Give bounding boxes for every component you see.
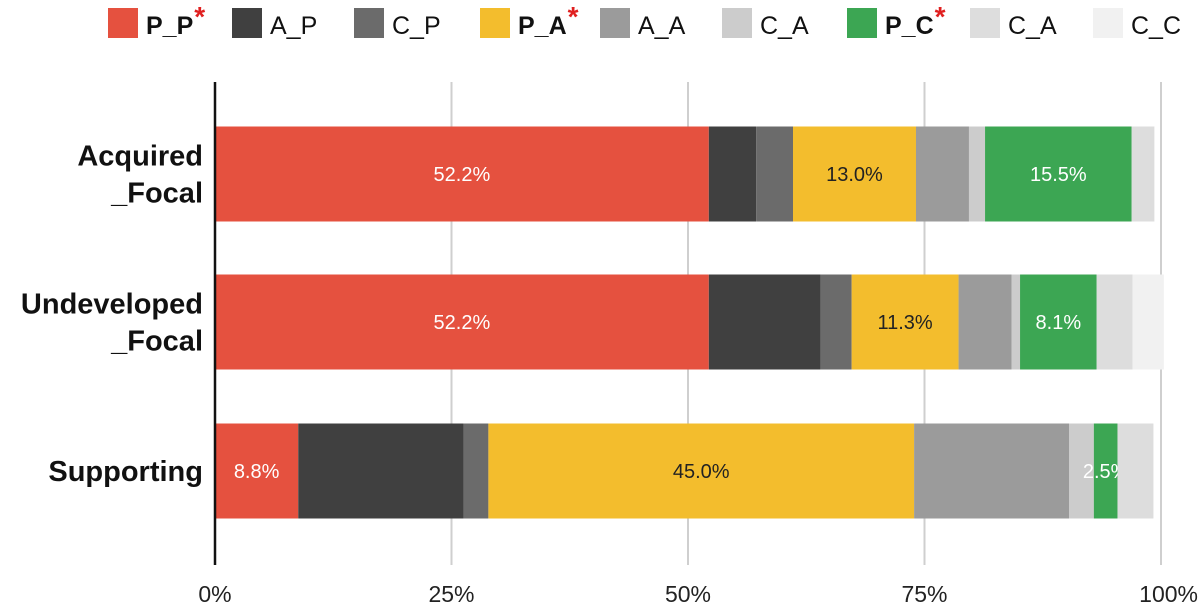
bar-segment-a-p-0 [708, 126, 757, 222]
legend-label: C_P [392, 12, 441, 40]
x-tick-label: 25% [428, 581, 474, 607]
legend-item-p-a: P_A * [480, 1, 579, 40]
data-label-p-p-1: 52.2% [434, 312, 491, 334]
bar-segment-p-a-0 [793, 126, 916, 222]
legend-label: P_A [518, 12, 567, 40]
legend-swatch [970, 8, 1000, 38]
bar-segment-c-c-1 [1132, 274, 1164, 370]
legend-item-c-c: C_C [1093, 8, 1181, 40]
legend-item-a-p: A_P [232, 8, 317, 40]
bar-segment-c-a-2 [1117, 423, 1154, 519]
legend-swatch [1093, 8, 1123, 38]
legend-swatch [232, 8, 262, 38]
bar-segment-p-c-1 [1020, 274, 1097, 370]
legend-label: A_A [638, 12, 686, 40]
bar-segment-c-p-0 [756, 126, 794, 222]
bar-segment-c-a-1 [1096, 274, 1133, 370]
data-label-p-a-1: 11.3% [877, 312, 932, 334]
legend-item-p-p: P_P * [108, 1, 205, 40]
legend: P_P * A_P C_P P_A * A_A C_A P_C * C_A C_C [108, 1, 1181, 40]
bar-segment-c-p-1 [820, 274, 852, 370]
category-label: Acquired _Focal [77, 141, 203, 210]
legend-label: C_C [1131, 12, 1181, 40]
bar-segment-c-a-2 [1069, 423, 1094, 519]
legend-asterisk: * [568, 1, 579, 32]
legend-label: A_P [270, 12, 317, 40]
data-label-p-a-2: 45.0% [673, 461, 730, 483]
bar-segment-a-a-0 [915, 126, 969, 222]
bars: 52.2% 13.0% 15.5% 52.2% 11.3% 8.1% 8.8% 45.0% 2.… [215, 126, 1164, 519]
category-labels: Acquired _Focal Undeveloped _Focal Supportin… [21, 141, 203, 489]
bar-segment-p-c-0 [985, 126, 1132, 222]
legend-swatch [600, 8, 630, 38]
bar-segment-p-c-2 [1093, 423, 1118, 519]
bar-segment-c-a-0 [1131, 126, 1155, 222]
legend-item-p-c: P_C * [847, 1, 946, 40]
data-label-p-c-2: 2.5% [1083, 461, 1129, 483]
x-tick-label: 0% [198, 581, 231, 607]
bar-segment-p-a-2 [488, 423, 915, 519]
data-label-p-p-2: 8.8% [234, 461, 280, 483]
bar-segment-c-a-0 [968, 126, 986, 222]
x-tick-label: 75% [901, 581, 947, 607]
bar-segment-p-p-0 [215, 126, 709, 222]
legend-item-c-a: C_A [970, 8, 1057, 40]
bar-segment-p-p-2 [215, 423, 299, 519]
bar-segment-a-a-2 [914, 423, 1070, 519]
data-label-p-c-1: 8.1% [1036, 312, 1082, 334]
bar-segment-c-p-2 [463, 423, 489, 519]
legend-item-a-a: A_A [600, 8, 686, 40]
legend-swatch [480, 8, 510, 38]
legend-swatch [722, 8, 752, 38]
legend-label: C_A [1008, 12, 1057, 40]
data-label-p-c-0: 15.5% [1030, 164, 1087, 186]
legend-item-c-a: C_A [722, 8, 809, 40]
category-label: Supporting [48, 456, 203, 488]
bar-segment-p-p-1 [215, 274, 709, 370]
legend-label: P_C [885, 12, 934, 40]
legend-asterisk: * [194, 1, 205, 32]
bar-segment-c-a-1 [1011, 274, 1021, 370]
bar-segment-a-p-1 [708, 274, 821, 370]
legend-swatch [108, 8, 138, 38]
x-tick-label: 50% [665, 581, 711, 607]
data-label-p-a-0: 13.0% [826, 164, 883, 186]
bar-segment-a-p-2 [298, 423, 464, 519]
bar-segment-p-a-1 [851, 274, 959, 370]
legend-label: P_P [146, 12, 193, 40]
data-label-p-p-0: 52.2% [434, 164, 491, 186]
legend-label: C_A [760, 12, 809, 40]
legend-swatch [354, 8, 384, 38]
x-tick-labels: 0% 25% 50% 75% 100% [198, 581, 1198, 607]
x-tick-label: 100% [1139, 581, 1198, 607]
legend-item-c-p: C_P [354, 8, 441, 40]
legend-asterisk: * [935, 1, 946, 32]
legend-swatch [847, 8, 877, 38]
bar-segment-a-a-1 [958, 274, 1012, 370]
category-label: Undeveloped _Focal [21, 289, 203, 358]
